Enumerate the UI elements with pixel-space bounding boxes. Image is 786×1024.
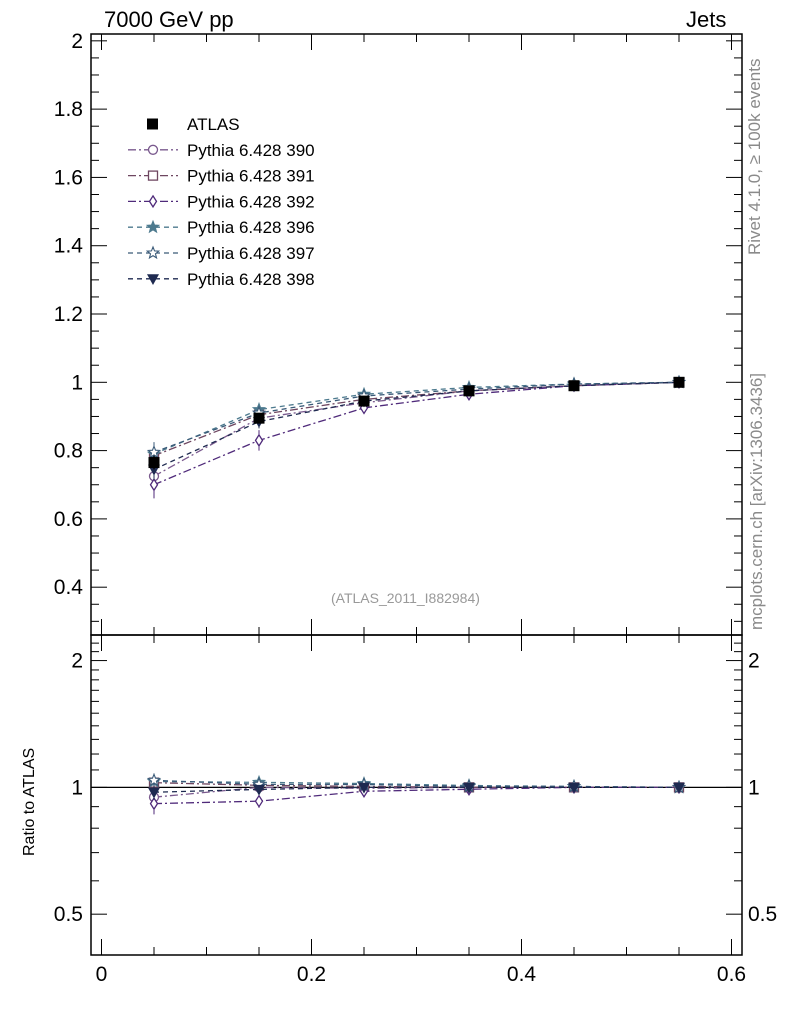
x-tick-label: 0.4 <box>507 963 537 986</box>
legend: ATLAS Pythia 6.428 390 Pythia 6.428 391 Pyt… <box>128 115 315 289</box>
series-line <box>153 381 680 455</box>
legend-series-marker <box>148 194 158 209</box>
atlas-data-point <box>253 412 265 424</box>
series-ratio-line <box>153 779 680 789</box>
series-ratio-point <box>567 782 581 794</box>
mcplots-label: mcplots.cern.ch [arXiv:1306.3436] <box>747 372 766 630</box>
series-point <box>146 444 162 459</box>
legend-series-label: Pythia 6.428 390 <box>187 141 315 160</box>
x-tick-label: 0.2 <box>297 963 326 986</box>
y-tick-label: 0.4 <box>54 576 84 599</box>
series-line <box>153 381 680 477</box>
y-tick-label: 1.8 <box>54 98 83 121</box>
legend-series-label: Pythia 6.428 392 <box>187 192 315 211</box>
legend-series-label: Pythia 6.428 397 <box>187 244 315 263</box>
legend-series-label: Pythia 6.428 398 <box>187 270 315 289</box>
series-ratio-point <box>357 782 371 794</box>
series-line <box>153 381 680 486</box>
series-5 <box>153 381 680 789</box>
y-tick-label: 0.6 <box>54 508 83 531</box>
series-ratio-line <box>153 786 679 805</box>
legend-series-marker <box>145 219 161 234</box>
series-2 <box>153 381 680 790</box>
analysis-id-label: (ATLAS_2011_I882984) <box>331 590 480 606</box>
legend-atlas-label: ATLAS <box>187 115 240 134</box>
series-line <box>153 381 680 453</box>
rivet-version-label: Rivet 4.1.0, ≥ 100k events <box>745 58 764 255</box>
series-ratio-line <box>153 780 680 789</box>
atlas-data-point <box>358 395 370 407</box>
legend-series-marker <box>145 245 161 260</box>
legend-series-marker <box>147 170 159 181</box>
legend-series-marker <box>146 274 160 286</box>
header-process-label: Jets <box>686 7 727 32</box>
series-ratio-point <box>149 796 159 811</box>
ratio-y-tick-label-left: 0.5 <box>54 903 83 926</box>
legend-series-marker <box>147 144 159 155</box>
atlas-data <box>148 376 685 470</box>
x-tick-label: 0 <box>96 963 108 986</box>
ratio-axis-label: Ratio to ATLAS <box>21 747 38 856</box>
series-ratio-point <box>462 782 476 794</box>
y-tick-label: 0.8 <box>54 440 83 463</box>
series-ratio-point <box>252 784 266 796</box>
series-ratio-point <box>672 782 686 794</box>
x-tick-label: 0.6 <box>717 963 746 986</box>
legend-atlas-marker <box>147 118 158 130</box>
series-line <box>153 381 680 470</box>
header-energy-label: 7000 GeV pp <box>104 7 234 32</box>
ratio-y-tick-label-left: 1 <box>71 776 83 799</box>
series-ratio-point <box>254 794 264 808</box>
atlas-data-point <box>568 380 580 392</box>
y-tick-label: 1.2 <box>54 303 83 326</box>
ratio-y-tick-label-left: 2 <box>71 650 83 673</box>
y-tick-label: 1 <box>71 371 83 394</box>
series-ratio-point <box>146 772 162 787</box>
series-4 <box>153 381 680 789</box>
ratio-plot-frame <box>90 634 743 956</box>
legend-series-label: Pythia 6.428 396 <box>187 218 315 237</box>
series-line <box>153 381 680 457</box>
series-ratio-line <box>153 786 679 793</box>
y-tick-label: 1.6 <box>54 166 83 189</box>
atlas-data-point <box>463 385 475 397</box>
ratio-y-tick-label-right: 2 <box>748 650 760 673</box>
atlas-data-point <box>148 457 160 469</box>
series-point <box>149 478 159 492</box>
y-tick-label: 1.4 <box>54 235 84 258</box>
legend-series-label: Pythia 6.428 391 <box>187 167 315 186</box>
ratio-y-tick-label-right: 1 <box>748 776 760 799</box>
series-ratio-line <box>153 786 679 798</box>
series-point <box>254 433 264 448</box>
ratio-y-tick-label-right: 0.5 <box>748 903 777 926</box>
atlas-data-point <box>673 376 685 388</box>
series-ratio-point <box>147 787 161 799</box>
y-tick-label: 2 <box>71 30 83 53</box>
